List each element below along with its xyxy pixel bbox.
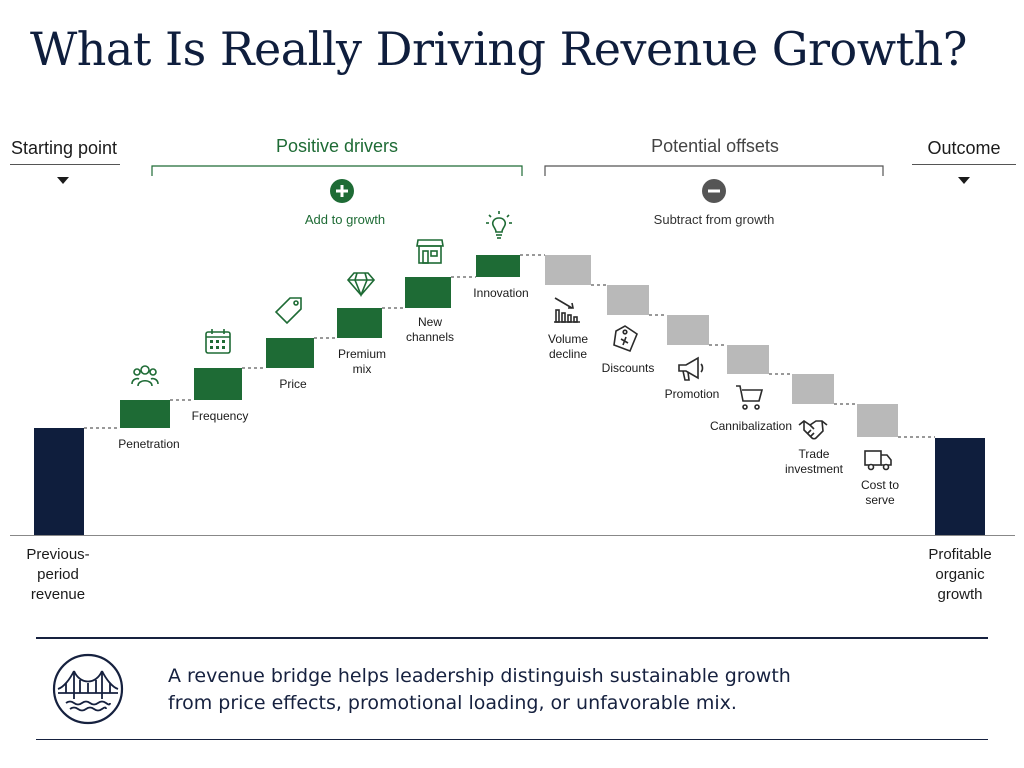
step-label-cost-to-serve: Cost to serve [860, 478, 900, 507]
header-starting-point-rule [10, 164, 120, 165]
header-starting-point-arrow [57, 177, 69, 184]
step-label-new-channels: New channels [405, 315, 455, 344]
storefront-icon [416, 239, 444, 264]
step-label-price: Price [279, 377, 307, 391]
step-box-frequency [194, 368, 242, 400]
profitable-organic-growth-label: Profitable organic growth [928, 546, 992, 603]
header-potential-offsets: Potential offsets [651, 136, 779, 156]
header-starting-point: Starting point [10, 138, 118, 158]
megaphone-icon [678, 356, 704, 381]
footer-line-1: A revenue bridge helps leadership distin… [168, 665, 791, 687]
step-box-promotion [667, 315, 709, 345]
step-box-price [266, 338, 314, 368]
step-box-trade-investment [792, 374, 834, 404]
header-outcome: Outcome [927, 138, 1001, 158]
handshake-icon [798, 420, 828, 440]
page-title: What Is Really Driving Revenue Growth? [30, 22, 967, 76]
bridge-icon [52, 653, 124, 725]
step-box-premium-mix [337, 308, 382, 338]
shopping-cart-icon [736, 385, 764, 410]
truck-icon [864, 450, 892, 471]
lightbulb-icon [486, 211, 512, 239]
declining-chart-icon [554, 297, 580, 323]
step-box-cost-to-serve [857, 404, 898, 437]
previous-period-revenue-label: Previous- period revenue [26, 546, 90, 603]
footer-line-2: from price effects, promotional loading,… [168, 692, 737, 714]
step-label-frequency: Frequency [191, 409, 249, 423]
step-label-promotion: Promotion [664, 387, 720, 401]
step-box-volume-decline [545, 255, 591, 285]
step-box-cannibalization [727, 345, 769, 374]
plus-circle-icon [330, 179, 354, 203]
header-positive-drivers: Positive drivers [275, 136, 399, 156]
potential-offsets-bracket [544, 165, 884, 176]
step-label-discounts: Discounts [601, 361, 655, 375]
step-label-trade-investment: Trade investment [784, 447, 844, 476]
calendar-icon [205, 329, 231, 354]
add-to-growth-label: Add to growth [304, 212, 386, 227]
positive-drivers-bracket [151, 165, 523, 176]
step-box-penetration [120, 400, 170, 428]
step-label-innovation: Innovation [473, 286, 529, 300]
footer-top-rule [36, 637, 988, 639]
people-icon [131, 365, 159, 387]
step-box-discounts [607, 285, 649, 315]
baseline [10, 535, 1015, 536]
diamond-icon [346, 272, 376, 298]
step-label-volume-decline: Volume decline [547, 332, 589, 361]
discount-tag-icon [613, 325, 638, 353]
previous-period-revenue-bar [34, 428, 84, 535]
step-label-premium-mix: Premium mix [337, 347, 387, 376]
subtract-from-growth-label: Subtract from growth [653, 212, 775, 227]
price-tag-icon [274, 297, 302, 325]
header-outcome-arrow [958, 177, 970, 184]
footer-bottom-rule [36, 739, 988, 740]
header-outcome-rule [912, 164, 1016, 165]
footer-text: A revenue bridge helps leadership distin… [168, 663, 791, 717]
step-label-cannibalization: Cannibalization [709, 419, 793, 433]
step-box-new-channels [405, 277, 451, 308]
step-label-penetration: Penetration [118, 437, 180, 451]
step-box-innovation [476, 255, 520, 277]
profitable-organic-growth-bar [935, 438, 985, 535]
minus-circle-icon [702, 179, 726, 203]
